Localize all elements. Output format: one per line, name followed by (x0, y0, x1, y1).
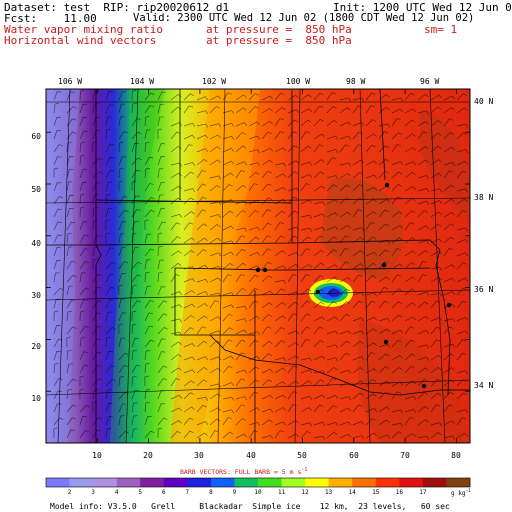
fcst-line: Fcst: 11.00 (4, 12, 97, 25)
x-tick-60: 60 (349, 451, 359, 460)
graticule (45, 88, 471, 444)
lon-label-104w: 104 W (130, 77, 154, 86)
x-tick-80: 80 (451, 451, 461, 460)
colorbar-label: 3 (91, 489, 95, 496)
x-tick-30: 30 (194, 451, 204, 460)
lon-label-98w: 98 W (346, 77, 365, 86)
x-tick-labels: 10 20 30 40 50 60 70 80 (92, 451, 461, 460)
colorbar-swatch (352, 478, 377, 487)
colorbar-swatch (328, 478, 353, 487)
field2-level: at pressure = 850 hPa (206, 34, 352, 47)
barb-note: BARB VECTORS: FULL BARB = 5 m s-1 (180, 467, 307, 476)
colorbar-label: 12 (301, 489, 309, 496)
colorbar-labels: 2 3 4 5 6 7 8 9 10 11 12 13 14 15 16 17 (68, 489, 427, 496)
y-tick-30: 30 (31, 291, 41, 300)
colorbar-swatch (234, 478, 259, 487)
colorbar-label: 8 (209, 489, 213, 496)
colorbar-swatch (305, 478, 329, 487)
colorbar-label: 4 (115, 489, 119, 496)
colorbar-label: 9 (233, 489, 237, 496)
lat-label-38n: 38 N (474, 193, 493, 202)
colorbar-label: 15 (372, 489, 380, 496)
lat-label-36n: 36 N (474, 285, 493, 294)
dataset-line: Dataset: test RIP: rip20020612_d1 (4, 1, 230, 14)
colorbar-label: 7 (186, 489, 190, 496)
x-tick-50: 50 (297, 451, 307, 460)
plot-frame (45, 88, 471, 444)
colorbar-label: 13 (325, 489, 333, 496)
colorbar-swatch (163, 478, 188, 487)
colorbar-swatch (258, 478, 282, 487)
plot-ticks (46, 89, 470, 443)
colorbar-swatch (116, 478, 141, 487)
colorbar-swatch (140, 478, 165, 487)
init-line: Init: 1200 UTC Wed 12 Jun 02 (333, 1, 512, 14)
colorbar-swatch (375, 478, 400, 487)
colorbar-swatch (281, 478, 306, 487)
colorbar-label: 10 (254, 489, 262, 496)
state-boundaries (46, 88, 470, 443)
colorbar-label: 5 (138, 489, 142, 496)
barb-note-text: BARB VECTORS: FULL BARB = 5 m s (180, 468, 301, 476)
colorbar-label: 16 (396, 489, 404, 496)
lat-labels: 40 N 38 N 36 N 34 N (474, 97, 493, 390)
colorbar-label: 17 (419, 489, 427, 496)
colorbar (45, 477, 471, 488)
lon-label-102w: 102 W (202, 77, 226, 86)
lat-label-40n: 40 N (474, 97, 493, 106)
lon-label-100w: 100 W (286, 77, 310, 86)
colorbar-swatch (93, 478, 117, 487)
field1-units: sm= 1 (424, 23, 458, 36)
x-tick-10: 10 (92, 451, 102, 460)
y-tick-60: 60 (31, 132, 41, 141)
colorbar-swatch (399, 478, 424, 487)
field1-level: at pressure = 850 hPa (206, 23, 352, 36)
y-tick-10: 10 (31, 394, 41, 403)
lon-labels: 106 W 104 W 102 W 100 W 98 W 96 W (58, 77, 439, 86)
colorbar-swatch (187, 478, 212, 487)
barb-note-sup: -1 (301, 467, 307, 473)
colorbar-label: 14 (349, 489, 357, 496)
y-tick-20: 20 (31, 342, 41, 351)
colorbar-swatch (446, 478, 471, 487)
lat-label-34n: 34 N (474, 381, 493, 390)
lon-label-96w: 96 W (420, 77, 439, 86)
colorbar-swatch (422, 478, 447, 487)
colorbar-swatch (210, 478, 235, 487)
model-info: Model info: V3.5.0 Grell Blackadar Simpl… (50, 502, 450, 511)
y-tick-50: 50 (31, 185, 41, 194)
colorbar-units-sup: -1 (465, 488, 471, 494)
colorbar-units: g kg-1 (451, 488, 471, 497)
colorbar-label: 11 (278, 489, 286, 496)
colorbar-frame (45, 477, 471, 488)
colorbar-swatch (46, 478, 70, 487)
colorbar-swatch (69, 478, 94, 487)
x-tick-40: 40 (246, 451, 256, 460)
city-markers (255, 182, 452, 389)
field2-name: Horizontal wind vectors (4, 34, 157, 47)
x-tick-20: 20 (143, 451, 153, 460)
y-tick-labels: 10 20 30 40 50 60 (31, 132, 41, 403)
colorbar-label: 6 (162, 489, 166, 496)
valid-line: Valid: 2300 UTC Wed 12 Jun 02 (1800 CDT … (133, 12, 475, 24)
field1-name: Water vapor mixing ratio (4, 23, 163, 36)
y-tick-40: 40 (31, 239, 41, 248)
x-tick-70: 70 (400, 451, 410, 460)
lon-label-106w: 106 W (58, 77, 82, 86)
colorbar-units-text: g kg (451, 490, 466, 497)
wind-barbs (53, 89, 469, 440)
colorbar-label: 2 (68, 489, 72, 496)
